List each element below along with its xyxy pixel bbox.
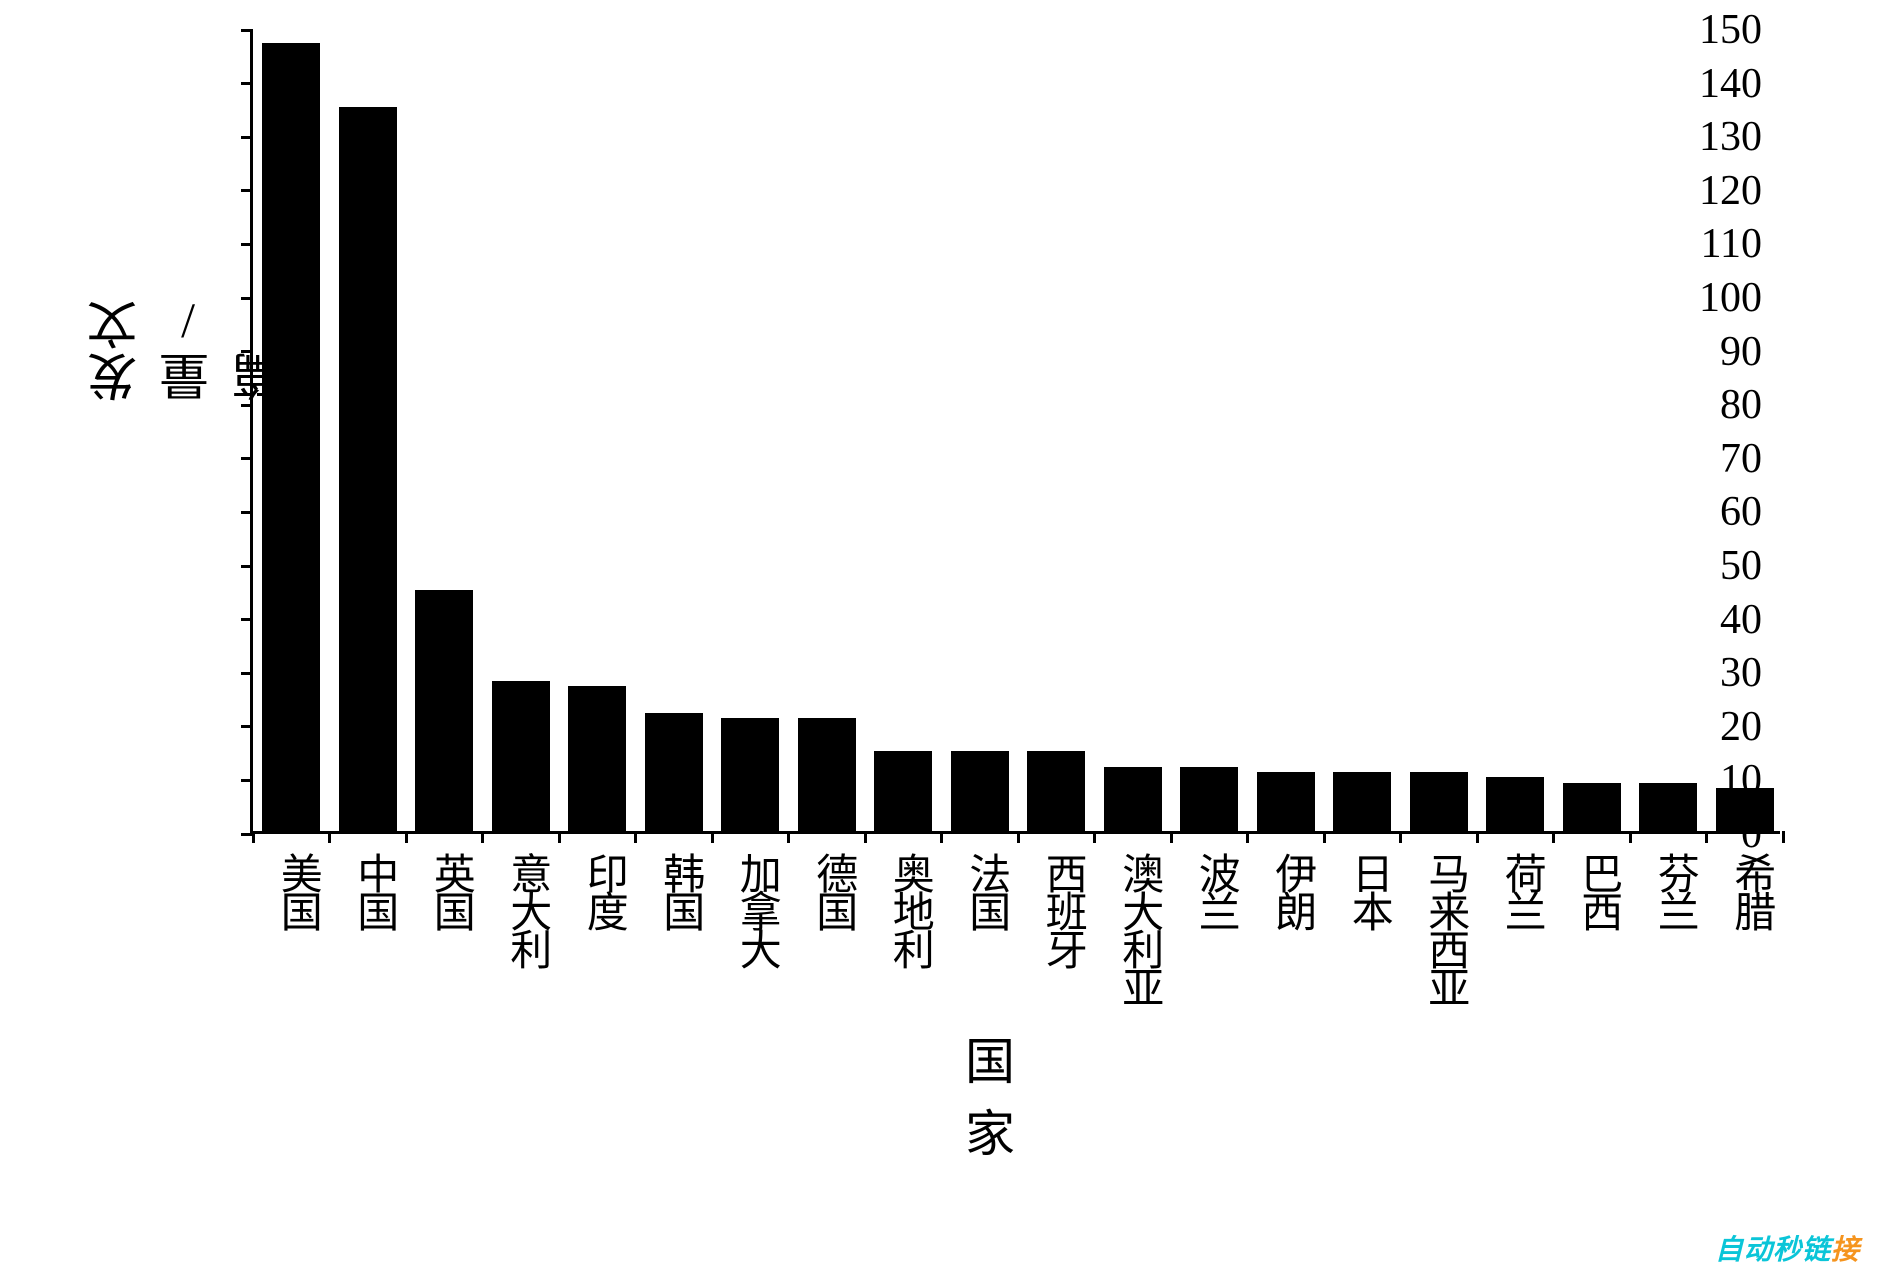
x-category-label: 波兰 xyxy=(1185,852,1246,928)
watermark-char: 链 xyxy=(1802,1234,1831,1265)
watermark-char: 动 xyxy=(1744,1234,1773,1265)
x-tick xyxy=(864,831,867,843)
bar xyxy=(568,686,626,831)
y-tick xyxy=(241,82,253,85)
y-tick xyxy=(241,779,253,782)
bar xyxy=(1410,772,1468,831)
y-tick-label: 30 xyxy=(1720,649,1762,697)
x-category-label: 西班牙 xyxy=(1032,852,1093,966)
watermark-char: 自 xyxy=(1715,1234,1744,1265)
y-tick xyxy=(241,565,253,568)
x-category-label: 中国 xyxy=(344,852,405,928)
x-tick xyxy=(787,831,790,843)
x-category-label: 日本 xyxy=(1338,852,1399,928)
y-tick xyxy=(241,511,253,514)
y-tick xyxy=(241,189,253,192)
x-tick xyxy=(1170,831,1173,843)
watermark: 自动秒链接 xyxy=(1715,1228,1860,1268)
x-category-label: 希腊 xyxy=(1721,852,1782,928)
x-tick xyxy=(940,831,943,843)
y-tick-label: 140 xyxy=(1699,60,1762,108)
y-tick xyxy=(241,136,253,139)
y-tick xyxy=(241,29,253,32)
x-tick xyxy=(634,831,637,843)
x-category-label: 巴西 xyxy=(1568,852,1629,928)
x-category-label: 德国 xyxy=(803,852,864,928)
bar xyxy=(1104,767,1162,831)
bar xyxy=(951,751,1009,831)
y-tick-label: 70 xyxy=(1720,435,1762,483)
bar xyxy=(1716,788,1774,831)
x-tick xyxy=(558,831,561,843)
bar xyxy=(874,751,932,831)
x-tick xyxy=(252,831,255,843)
x-tick xyxy=(1246,831,1249,843)
x-category-label: 英国 xyxy=(420,852,481,928)
x-tick xyxy=(328,831,331,843)
bar xyxy=(262,43,320,831)
y-tick-label: 90 xyxy=(1720,328,1762,376)
x-axis-title: 国家 xyxy=(965,1022,1015,1166)
x-tick xyxy=(1552,831,1555,843)
bar xyxy=(1027,751,1085,831)
x-category-label: 芬兰 xyxy=(1644,852,1705,928)
y-tick-label: 100 xyxy=(1699,274,1762,322)
x-tick xyxy=(1399,831,1402,843)
x-category-label: 美国 xyxy=(267,852,328,928)
y-tick-label: 130 xyxy=(1699,113,1762,161)
bar xyxy=(339,107,397,831)
bar xyxy=(798,718,856,831)
bar xyxy=(645,713,703,831)
x-tick xyxy=(1629,831,1632,843)
bar xyxy=(415,590,473,831)
x-category-label: 加拿大 xyxy=(726,852,787,966)
bar xyxy=(1257,772,1315,831)
bar xyxy=(721,718,779,831)
y-tick xyxy=(241,672,253,675)
y-tick-label: 120 xyxy=(1699,167,1762,215)
y-tick xyxy=(241,457,253,460)
x-tick xyxy=(481,831,484,843)
bar xyxy=(1333,772,1391,831)
x-tick xyxy=(711,831,714,843)
y-tick xyxy=(241,618,253,621)
x-category-label: 荷兰 xyxy=(1491,852,1552,928)
x-category-label: 澳大利亚 xyxy=(1109,852,1170,1004)
y-tick xyxy=(241,725,253,728)
x-tick xyxy=(1017,831,1020,843)
bar xyxy=(1563,783,1621,831)
y-tick-label: 20 xyxy=(1720,703,1762,751)
y-tick-label: 60 xyxy=(1720,488,1762,536)
x-tick xyxy=(1782,831,1785,843)
x-category-label: 奥地利 xyxy=(879,852,940,966)
y-tick-label: 50 xyxy=(1720,542,1762,590)
x-category-label: 印度 xyxy=(573,852,634,928)
bar xyxy=(1639,783,1697,831)
x-tick xyxy=(1093,831,1096,843)
x-category-label: 法国 xyxy=(956,852,1017,928)
y-tick-label: 150 xyxy=(1699,6,1762,54)
x-category-label: 意大利 xyxy=(497,852,558,966)
y-tick-label: 110 xyxy=(1701,220,1762,268)
y-tick xyxy=(241,243,253,246)
y-axis-title: 发文量/篇 xyxy=(80,292,296,402)
y-tick-label: 80 xyxy=(1720,381,1762,429)
bar xyxy=(1180,767,1238,831)
x-tick xyxy=(1476,831,1479,843)
x-category-label: 韩国 xyxy=(650,852,711,928)
plot-area: 0102030405060708090100110120130140150 xyxy=(250,30,1780,834)
y-tick xyxy=(241,404,253,407)
bar xyxy=(492,681,550,831)
x-tick xyxy=(1323,831,1326,843)
y-tick-label: 40 xyxy=(1720,596,1762,644)
bar xyxy=(1486,777,1544,831)
x-category-label: 伊朗 xyxy=(1262,852,1323,928)
watermark-char: 接 xyxy=(1831,1234,1860,1265)
x-tick xyxy=(1705,831,1708,843)
x-category-label: 马来西亚 xyxy=(1415,852,1476,1004)
watermark-char: 秒 xyxy=(1773,1234,1802,1265)
x-tick xyxy=(405,831,408,843)
